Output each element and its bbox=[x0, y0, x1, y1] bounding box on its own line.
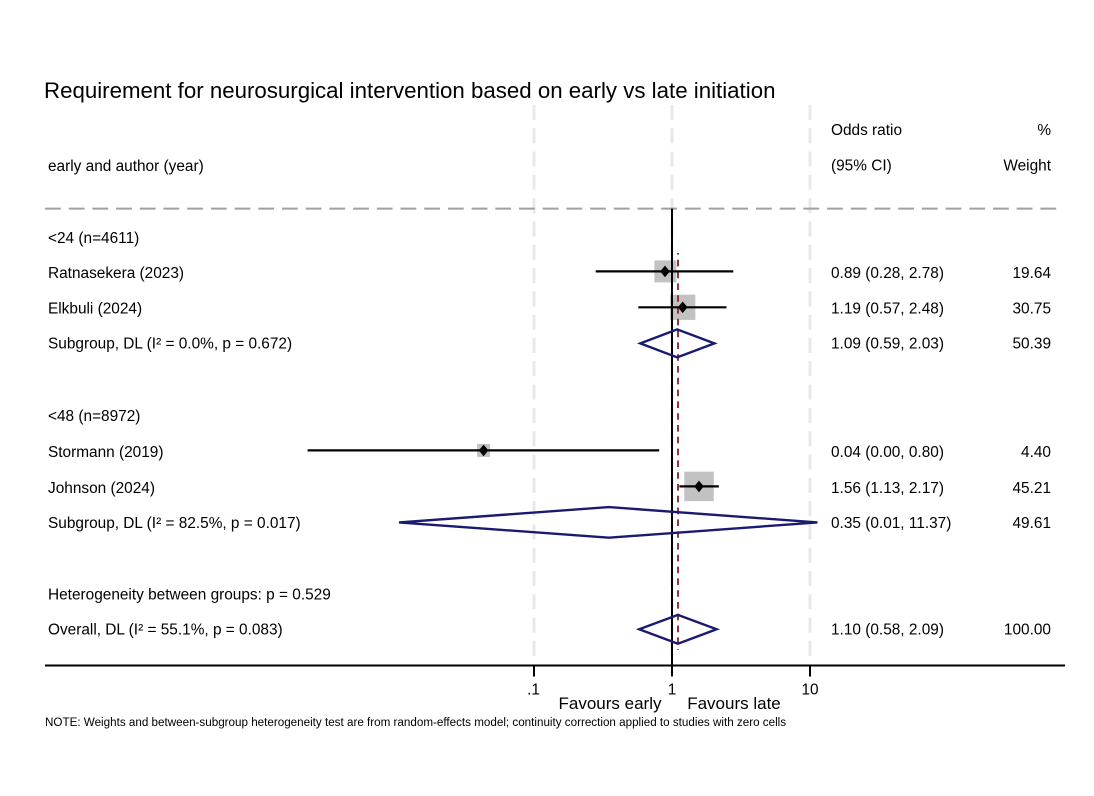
svg-text:Ratnasekera (2023): Ratnasekera (2023) bbox=[48, 265, 184, 282]
svg-text:0.35 (0.01, 11.37): 0.35 (0.01, 11.37) bbox=[831, 515, 951, 532]
svg-text:0.89 (0.28, 2.78): 0.89 (0.28, 2.78) bbox=[831, 265, 944, 282]
svg-text:19.64: 19.64 bbox=[1012, 265, 1051, 282]
svg-text:Johnson (2024): Johnson (2024) bbox=[48, 480, 155, 497]
svg-text:Favours early: Favours early bbox=[559, 694, 662, 713]
svg-text:45.21: 45.21 bbox=[1012, 480, 1051, 497]
svg-text:<24 (n=4611): <24 (n=4611) bbox=[48, 230, 139, 247]
svg-text:Subgroup, DL (I² = 82.5%, p =: Subgroup, DL (I² = 82.5%, p = 0.017) bbox=[48, 515, 301, 532]
svg-text:early and author (year): early and author (year) bbox=[48, 158, 204, 175]
svg-text:%: % bbox=[1037, 122, 1051, 139]
svg-text:1.09 (0.59, 2.03): 1.09 (0.59, 2.03) bbox=[831, 335, 944, 352]
svg-text:Stormann (2019): Stormann (2019) bbox=[48, 444, 164, 461]
svg-text:4.40: 4.40 bbox=[1021, 444, 1051, 461]
svg-text:Requirement for neurosurgical: Requirement for neurosurgical interventi… bbox=[44, 78, 775, 103]
svg-text:Subgroup, DL (I² = 0.0%, p = 0: Subgroup, DL (I² = 0.0%, p = 0.672) bbox=[48, 335, 292, 352]
svg-text:1: 1 bbox=[668, 682, 677, 699]
svg-text:Heterogeneity between groups:: Heterogeneity between groups: p = 0.529 bbox=[48, 586, 331, 603]
svg-text:<48 (n=8972): <48 (n=8972) bbox=[48, 408, 140, 425]
svg-text:Odds ratio: Odds ratio bbox=[831, 122, 902, 139]
svg-text:Overall, DL (I² = 55.1%, p = 0: Overall, DL (I² = 55.1%, p = 0.083) bbox=[48, 622, 283, 639]
svg-text:1.10 (0.58, 2.09): 1.10 (0.58, 2.09) bbox=[831, 622, 944, 639]
svg-text:NOTE: Weights and between-subg: NOTE: Weights and between-subgroup heter… bbox=[45, 716, 786, 729]
svg-text:1.19 (0.57, 2.48): 1.19 (0.57, 2.48) bbox=[831, 300, 944, 317]
svg-text:100.00: 100.00 bbox=[1004, 622, 1051, 639]
svg-text:Elkbuli (2024): Elkbuli (2024) bbox=[48, 300, 142, 317]
svg-text:49.61: 49.61 bbox=[1012, 515, 1051, 532]
svg-text:10: 10 bbox=[801, 682, 818, 699]
svg-text:1.56 (1.13, 2.17): 1.56 (1.13, 2.17) bbox=[831, 480, 944, 497]
svg-text:50.39: 50.39 bbox=[1012, 335, 1051, 352]
svg-text:Weight: Weight bbox=[1003, 158, 1051, 175]
svg-text:Favours late: Favours late bbox=[687, 694, 781, 713]
svg-text:(95% CI): (95% CI) bbox=[831, 158, 892, 175]
svg-text:30.75: 30.75 bbox=[1012, 300, 1051, 317]
svg-text:0.04 (0.00, 0.80): 0.04 (0.00, 0.80) bbox=[831, 444, 944, 461]
svg-text:.1: .1 bbox=[527, 682, 540, 699]
